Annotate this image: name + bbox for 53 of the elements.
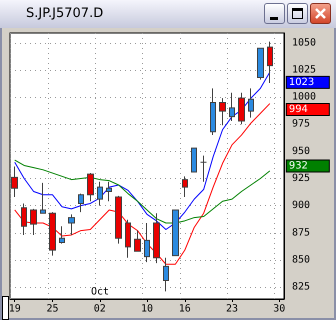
candlestick	[30, 208, 37, 236]
candlestick	[97, 181, 103, 206]
candlestick	[153, 212, 160, 264]
candlestick	[40, 182, 46, 214]
candlestick	[68, 214, 75, 236]
x-tick-label: 25	[46, 304, 59, 314]
x-tick-label: 19	[8, 304, 21, 314]
data-label: 932	[288, 160, 308, 172]
candlestick	[21, 202, 27, 236]
chart-title: S.JP.J5707.D	[26, 6, 104, 21]
candlestick	[87, 172, 94, 202]
y-tick-label: 1000	[292, 92, 316, 103]
candlestick	[257, 48, 264, 80]
candlestick	[191, 148, 197, 172]
candlestick	[267, 41, 273, 84]
candlestick	[200, 155, 207, 182]
data-label: 994	[288, 104, 308, 116]
y-tick-label: 1050	[292, 37, 316, 48]
candlestick	[182, 176, 188, 198]
x-tick-label: 30	[273, 304, 286, 314]
y-tick-label: 875	[292, 227, 310, 238]
line-series	[14, 160, 270, 224]
y-tick-label: 825	[292, 282, 310, 293]
candlestick	[229, 92, 235, 122]
y-tick-label: 1025	[292, 64, 316, 76]
line-series	[14, 103, 270, 265]
line-series	[14, 72, 270, 230]
x-tick-label: 02	[94, 304, 106, 314]
candlestick	[144, 222, 150, 263]
candlestick	[115, 195, 122, 244]
candlestick	[134, 230, 141, 252]
x-tick-label: 10	[140, 304, 154, 314]
annotation: Oct	[90, 286, 110, 298]
candlestick	[78, 193, 84, 213]
candlestick	[219, 98, 226, 126]
y-tick-label: 925	[292, 172, 310, 184]
candlestick	[59, 226, 65, 244]
candlestick	[163, 257, 169, 292]
data-label: 1023	[288, 76, 314, 88]
y-tick-label: 950	[292, 146, 310, 157]
x-tick-label: 16	[178, 304, 191, 314]
candlestick	[210, 88, 216, 136]
candlestick	[106, 181, 112, 202]
y-tick-label: 900	[292, 200, 310, 212]
x-tick-label: 23	[226, 304, 238, 314]
y-tick-label: 975	[292, 118, 310, 130]
candlestick	[248, 88, 254, 118]
y-tick-label: 850	[292, 254, 310, 266]
candlestick	[238, 92, 245, 125]
candlestick	[125, 219, 131, 258]
candlestick	[49, 212, 56, 256]
candlestick	[11, 166, 18, 198]
candlestick	[172, 209, 179, 256]
